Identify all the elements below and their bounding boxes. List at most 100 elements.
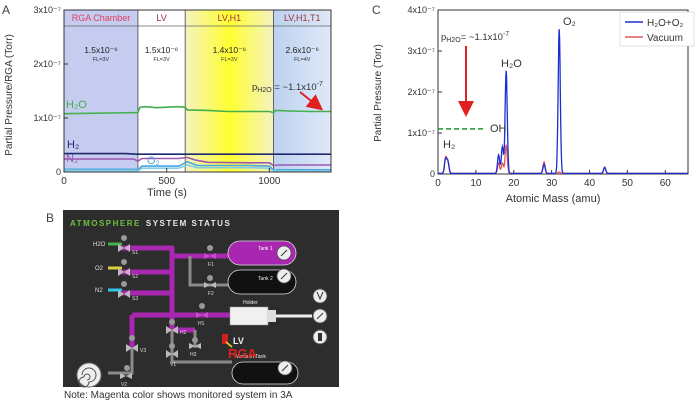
x-tick-label-0: 0 bbox=[61, 176, 67, 187]
c-x-tick-label-2: 20 bbox=[508, 178, 520, 189]
svg-text:V2: V2 bbox=[121, 382, 127, 388]
svg-text:V1: V1 bbox=[170, 362, 176, 368]
c-x-tick-label-4: 40 bbox=[584, 178, 596, 189]
monitored-pipes bbox=[122, 245, 230, 348]
valve-s2[interactable]: S2 bbox=[118, 259, 138, 280]
gauge-1[interactable] bbox=[312, 288, 328, 304]
panel-a-axes: 0 500 1000 0 1x10⁻⁷ 2x10⁻⁷ 3x10⁻⁷ bbox=[33, 5, 332, 187]
c-y-tick-label-1: 1x10⁻⁷ bbox=[407, 128, 435, 138]
vacuum-tank[interactable] bbox=[231, 360, 299, 385]
region-name-3: LV,H1,T1 bbox=[284, 13, 321, 23]
rga-label: RGA bbox=[228, 346, 258, 361]
tank-2[interactable]: Tank 2 bbox=[227, 268, 297, 295]
valve-v3[interactable]: V3 bbox=[126, 335, 146, 354]
svg-text:S2: S2 bbox=[132, 274, 138, 280]
svg-text:H3: H3 bbox=[190, 352, 197, 358]
svg-text:S1: S1 bbox=[132, 250, 138, 256]
valve-f1[interactable]: F1 bbox=[204, 245, 216, 268]
panel-a-ylabel: Partial Pressure/RGA (Torr) bbox=[4, 34, 15, 156]
series-line-1 bbox=[64, 152, 331, 155]
series-line-0 bbox=[63, 105, 331, 115]
valve-h2[interactable]: H2 bbox=[166, 319, 187, 336]
c-x-tick-label-1: 10 bbox=[470, 178, 482, 189]
series-label-o2: O₂ bbox=[147, 155, 160, 167]
y-tick-label-3: 3x10⁻⁷ bbox=[33, 5, 61, 15]
figure-note: Note: Magenta color shows monitored syst… bbox=[64, 390, 293, 401]
panel-a-arrow bbox=[299, 91, 324, 111]
legend-h2o-o2: H₂O+O₂ bbox=[647, 18, 684, 29]
peak-label-h2: H₂ bbox=[443, 139, 455, 151]
region-fl-1: FL=3V bbox=[153, 57, 170, 63]
c-x-tick-label-0: 0 bbox=[435, 178, 441, 189]
peak-label-oh: OH bbox=[490, 123, 507, 135]
panel-b: B ATMOSPHERE SYSTEM STATUS H2O O2 N2 S1 bbox=[46, 210, 339, 388]
tank-1[interactable]: Tank 1 bbox=[227, 240, 297, 266]
valve-s3[interactable]: S3 bbox=[118, 281, 138, 302]
region-band-0 bbox=[64, 10, 138, 172]
panel-b-label: B bbox=[46, 211, 54, 225]
c-x-tick-label-5: 50 bbox=[622, 178, 634, 189]
panel-a-region-labels: RGA Chamber 1.5x10⁻⁶ FL=3V LV 1.5x10⁻⁶ FL=3V L… bbox=[64, 10, 331, 172]
c-y-tick-label-3: 3x10⁻⁷ bbox=[407, 46, 435, 56]
region-pressure-2: 1.4x10⁻⁶ bbox=[213, 45, 247, 55]
region-name-1: LV bbox=[156, 13, 166, 23]
panel-a-regions bbox=[64, 10, 331, 172]
region-band-3 bbox=[273, 10, 331, 172]
series-line-2 bbox=[64, 156, 331, 167]
c-x-tick-label-6: 60 bbox=[660, 178, 672, 189]
valve-s1[interactable]: S1 bbox=[118, 235, 138, 256]
panel-c-ylabel: Partial Pressure (Torr) bbox=[373, 44, 384, 142]
legend-vacuum: Vacuum bbox=[647, 33, 683, 44]
lv-valve[interactable] bbox=[222, 334, 228, 344]
region-pressure-3: 2.6x10⁻⁶ bbox=[285, 45, 319, 55]
panel-c-series bbox=[438, 29, 688, 175]
region-band-2 bbox=[185, 10, 274, 172]
region-fl-0: FL=3V bbox=[93, 57, 110, 63]
valve-v1[interactable]: V1 bbox=[166, 343, 178, 368]
inlet-n2-label: N2 bbox=[95, 288, 103, 294]
x-tick-label-1: 500 bbox=[158, 176, 175, 187]
panel-a-xlabel: Time (s) bbox=[147, 187, 187, 199]
panel-a-series bbox=[63, 105, 331, 172]
inlet-o2-label: O2 bbox=[95, 266, 104, 272]
gauge-2[interactable] bbox=[312, 308, 328, 324]
y-tick-label-1: 1x10⁻⁷ bbox=[33, 113, 61, 123]
holder-label: Holder bbox=[243, 300, 258, 306]
panel-c-xlabel: Atomic Mass (amu) bbox=[506, 193, 601, 205]
peak-label-o2: O₂ bbox=[563, 16, 576, 28]
region-name-0: RGA Chamber bbox=[72, 13, 131, 23]
panel-a: A RGA Chamber 1.5x10⁻⁶ FL=3V LV 1.5x10⁻⁶ FL=3… bbox=[2, 3, 332, 199]
holder[interactable]: Holder bbox=[229, 300, 312, 326]
series-label-h2o: H₂O bbox=[66, 99, 87, 111]
region-pressure-0: 1.5x10⁻⁶ bbox=[84, 45, 118, 55]
panel-a-label: A bbox=[2, 3, 10, 17]
vacuum-tank-label: Vacuum Tank bbox=[236, 354, 266, 360]
panel-c-annotation: pH2O= ~1.1x10-7 bbox=[441, 31, 509, 44]
tank-1-label: Tank 1 bbox=[258, 246, 273, 252]
inlet-h2o-label: H2O bbox=[93, 242, 106, 248]
valve-v2[interactable]: V2 bbox=[120, 365, 132, 388]
schematic-title: ATMOSPHERE SYSTEM STATUS bbox=[70, 219, 231, 228]
svg-text:F1: F1 bbox=[208, 262, 214, 268]
vacuum-pump[interactable] bbox=[76, 362, 102, 388]
valve-h1[interactable]: H1 bbox=[196, 303, 208, 327]
series-label-h2: H₂ bbox=[67, 139, 79, 151]
panel-c-legend: H₂O+O₂ Vacuum bbox=[619, 11, 695, 47]
svg-text:H2: H2 bbox=[180, 330, 187, 336]
region-name-2: LV,H1 bbox=[218, 13, 242, 23]
c-x-tick-label-3: 30 bbox=[546, 178, 558, 189]
svg-text:V3: V3 bbox=[140, 348, 146, 354]
tank-2-label: Tank 2 bbox=[258, 276, 273, 282]
peak-label-h2o: H₂O bbox=[501, 58, 522, 70]
gauge-3[interactable] bbox=[312, 329, 328, 345]
lv-label: LV bbox=[233, 336, 244, 346]
panel-a-plot-frame bbox=[63, 9, 332, 173]
region-pressure-1: 1.5x10⁻⁶ bbox=[145, 45, 179, 55]
valve-f2[interactable]: F2 bbox=[204, 275, 216, 297]
x-tick-label-2: 1000 bbox=[258, 176, 281, 187]
valve-h3[interactable]: H3 bbox=[189, 337, 201, 358]
svg-text:F2: F2 bbox=[208, 291, 214, 297]
series-line-4 bbox=[64, 164, 331, 172]
schematic-background bbox=[63, 210, 339, 387]
